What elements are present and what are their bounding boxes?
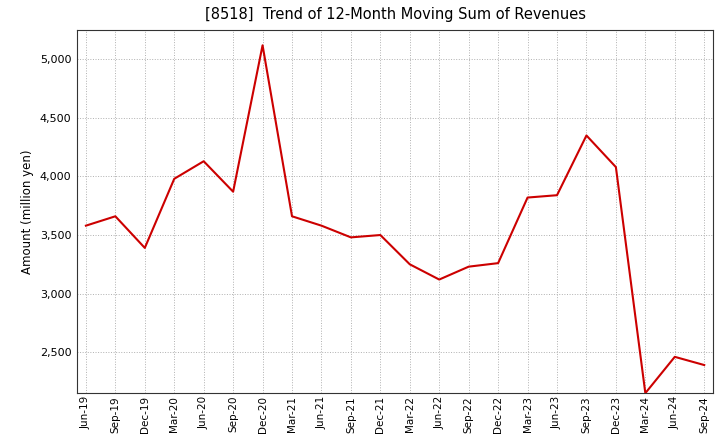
Y-axis label: Amount (million yen): Amount (million yen) — [22, 149, 35, 274]
Title: [8518]  Trend of 12-Month Moving Sum of Revenues: [8518] Trend of 12-Month Moving Sum of R… — [204, 7, 585, 22]
